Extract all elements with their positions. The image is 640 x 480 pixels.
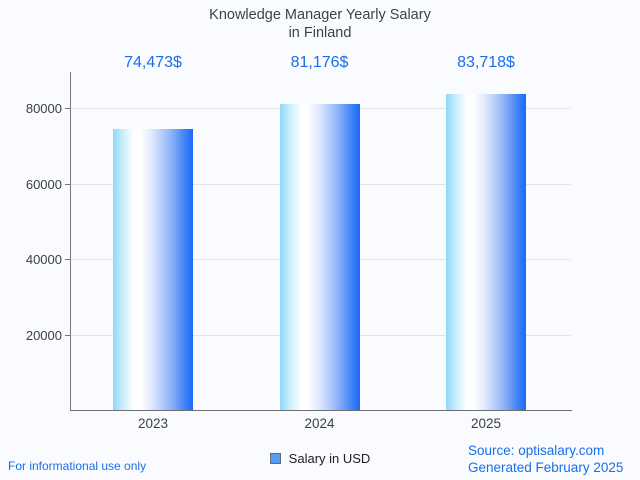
x-axis-line [70, 410, 572, 411]
bar-value-label: 83,718$ [457, 54, 515, 71]
chart-title-line1: Knowledge Manager Yearly Salary [209, 7, 431, 23]
x-axis-label: 2023 [137, 416, 169, 431]
chart-title-line2: in Finland [288, 25, 352, 41]
y-axis-tick [65, 108, 70, 109]
legend: Salary in USD [0, 451, 640, 466]
y-axis-tick-label: 40000 [25, 252, 62, 267]
disclaimer-text: For informational use only [8, 459, 147, 473]
x-axis-label: 2025 [470, 416, 502, 431]
bar-2025[interactable] [446, 93, 526, 410]
y-axis-line [70, 72, 71, 411]
y-axis-tick-label: 80000 [25, 101, 62, 116]
x-axis-label: 2024 [304, 416, 335, 431]
source-block: Source: optisalary.com Generated Februar… [468, 443, 623, 476]
bar-2024[interactable] [279, 103, 360, 410]
bar-value-label: 74,473$ [124, 54, 182, 71]
bar-value-label: 81,176$ [290, 54, 349, 71]
generated-text: Generated February 2025 [468, 459, 624, 475]
bar-2023[interactable] [113, 128, 193, 410]
chart-title: Knowledge Manager Yearly Salary in Finla… [0, 6, 640, 42]
y-axis-tick-label: 20000 [25, 328, 62, 343]
y-axis-tick [65, 184, 70, 185]
source-text: Source: optisalary.com [468, 443, 605, 458]
legend-label: Salary in USD [288, 451, 371, 466]
y-axis-tick [65, 259, 70, 260]
y-axis-tick-label: 60000 [25, 177, 62, 192]
y-axis-tick [65, 335, 70, 336]
legend-swatch-icon [269, 453, 281, 464]
